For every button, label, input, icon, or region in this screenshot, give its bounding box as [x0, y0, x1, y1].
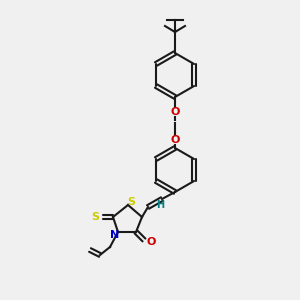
Text: N: N	[110, 230, 120, 240]
Text: S: S	[91, 212, 99, 222]
Text: S: S	[127, 197, 135, 207]
Text: O: O	[170, 107, 180, 117]
Text: O: O	[170, 135, 180, 145]
Text: O: O	[146, 237, 156, 247]
Text: H: H	[156, 200, 164, 210]
